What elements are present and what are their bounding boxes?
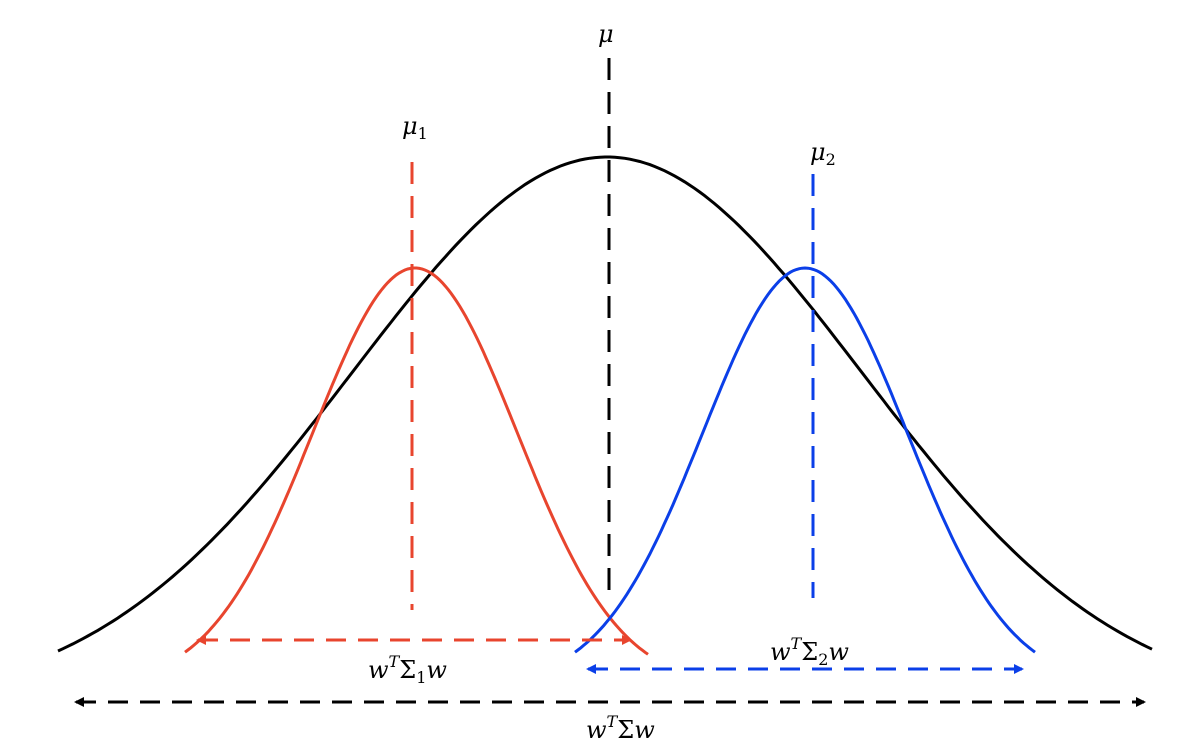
overall-variance-label: wTΣw [586, 712, 655, 744]
class2-mean-label: μ2 [810, 138, 836, 169]
class1-distribution-curve [184, 266, 649, 656]
overall-distribution-curve [57, 155, 1153, 653]
class2-distribution-curve [574, 266, 1036, 654]
class2-variance-label: wTΣ2w [770, 634, 849, 669]
overall-mean-label: μ [598, 20, 614, 48]
class1-mean-label: μ1 [402, 112, 428, 143]
class1-variance-label: wTΣ1w [368, 652, 447, 687]
